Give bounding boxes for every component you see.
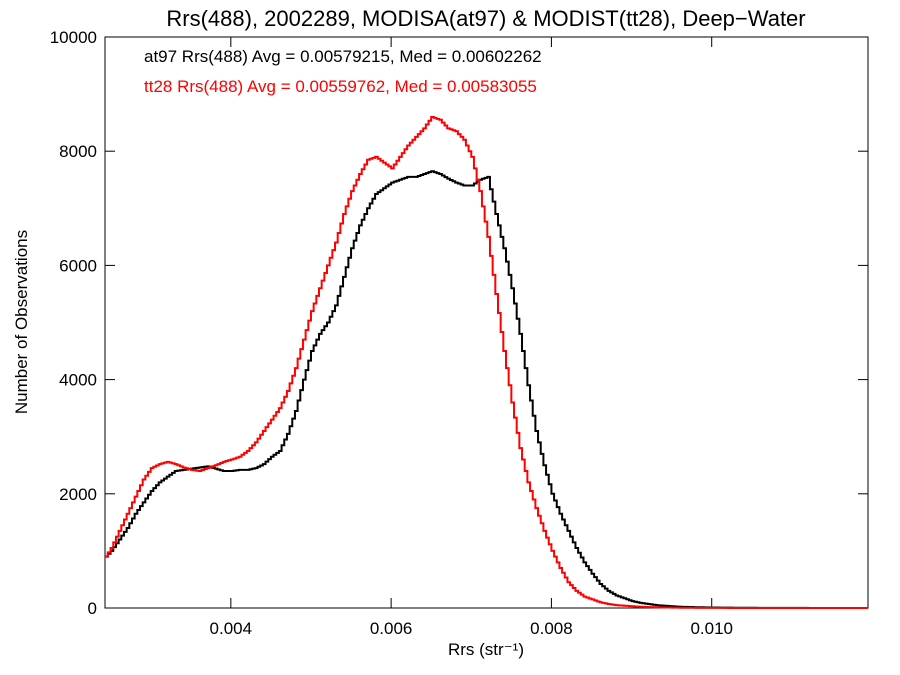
y-axis-ticks: 0 2000 4000 6000 8000 10000 bbox=[50, 28, 868, 618]
series-tt28-line bbox=[105, 115, 868, 609]
y-axis-label: Number of Observations bbox=[12, 230, 31, 414]
x-tick-label: 0.004 bbox=[210, 619, 253, 638]
y-tick-label: 2000 bbox=[59, 485, 97, 504]
series-layer bbox=[105, 115, 868, 609]
annotation-at97: at97 Rrs(488) Avg = 0.00579215, Med = 0.… bbox=[144, 47, 542, 66]
annotation-tt28: tt28 Rrs(488) Avg = 0.00559762, Med = 0.… bbox=[144, 77, 537, 96]
y-tick-label: 4000 bbox=[59, 371, 97, 390]
x-tick-label: 0.008 bbox=[530, 619, 573, 638]
x-tick-label: 0.010 bbox=[690, 619, 733, 638]
y-tick-label: 6000 bbox=[59, 256, 97, 275]
x-tick-label: 0.006 bbox=[370, 619, 413, 638]
plot-frame bbox=[104, 36, 869, 609]
y-tick-label: 10000 bbox=[50, 28, 97, 47]
x-axis-label: Rrs (str⁻¹) bbox=[448, 640, 524, 659]
x-axis-ticks: 0.004 0.006 0.008 0.010 bbox=[210, 37, 733, 638]
y-tick-label: 8000 bbox=[59, 142, 97, 161]
y-tick-label: 0 bbox=[88, 599, 97, 618]
chart-title: Rrs(488), 2002289, MODISA(at97) & MODIST… bbox=[166, 6, 805, 31]
